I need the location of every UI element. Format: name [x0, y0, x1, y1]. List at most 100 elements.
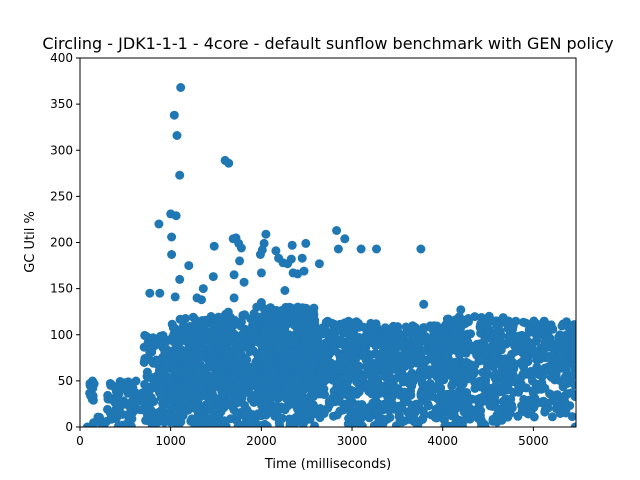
data-point [360, 352, 370, 362]
data-point [256, 298, 266, 307]
data-point [509, 377, 519, 387]
data-point [263, 313, 273, 323]
data-point [169, 329, 179, 339]
data-point [247, 327, 257, 337]
data-point [300, 309, 310, 319]
data-point [558, 382, 568, 392]
data-point [492, 320, 502, 330]
data-point [103, 404, 112, 414]
data-point [508, 324, 518, 334]
data-point [569, 320, 576, 330]
data-point [256, 268, 266, 278]
data-point [129, 395, 139, 405]
data-point [455, 379, 465, 388]
data-point [283, 259, 293, 269]
data-point [530, 350, 540, 359]
data-point [383, 332, 392, 342]
y-axis-label: GC Util % [23, 211, 38, 273]
data-point [569, 369, 576, 379]
data-point [350, 355, 360, 365]
data-point [106, 380, 116, 390]
data-point [544, 366, 554, 376]
data-point [201, 413, 211, 423]
data-point [208, 272, 218, 282]
data-point [160, 400, 170, 410]
data-point [429, 385, 439, 395]
data-point [452, 362, 462, 372]
data-point [292, 375, 302, 385]
data-point [209, 241, 219, 251]
data-point [308, 331, 318, 341]
data-point [261, 323, 270, 333]
data-point [426, 345, 436, 355]
data-point [324, 397, 334, 406]
data-point [267, 368, 277, 378]
data-point [166, 414, 176, 424]
data-point [224, 158, 234, 168]
data-point [484, 324, 494, 334]
data-point [289, 397, 299, 407]
data-point [427, 410, 436, 420]
data-point [315, 349, 325, 359]
data-point [545, 389, 555, 399]
data-point [476, 342, 486, 352]
x-tick-label: 1000 [155, 434, 186, 448]
data-point [295, 316, 305, 326]
data-point [570, 348, 576, 358]
y-axis: 0 50 100 150 200 250 300 350 400 [50, 51, 80, 434]
data-point [291, 353, 300, 363]
y-tick-label: 400 [50, 51, 73, 65]
data-point [504, 316, 514, 326]
data-point [308, 377, 318, 387]
data-point [525, 344, 535, 354]
data-point [291, 338, 301, 348]
data-point [167, 232, 177, 242]
data-point [159, 340, 169, 350]
data-point [139, 342, 149, 352]
data-point [176, 83, 186, 92]
data-point [308, 400, 318, 410]
data-point [529, 412, 539, 422]
data-point [182, 358, 192, 368]
data-point [169, 323, 179, 333]
data-point [303, 414, 313, 424]
data-point [174, 403, 184, 413]
data-point [321, 326, 331, 336]
data-point [459, 366, 469, 376]
data-point [467, 369, 477, 379]
data-point [372, 244, 381, 254]
data-point [257, 339, 267, 349]
data-point [398, 377, 408, 387]
data-point [411, 332, 421, 342]
data-point [228, 315, 238, 325]
data-point [148, 333, 158, 343]
data-point [233, 364, 242, 374]
data-point [209, 361, 219, 371]
data-point [217, 388, 227, 398]
x-tick-label: 4000 [427, 434, 458, 448]
data-point [524, 407, 533, 417]
data-point [186, 336, 196, 346]
data-point [443, 363, 453, 372]
data-point [420, 323, 430, 333]
data-point [193, 330, 202, 340]
data-point [229, 293, 239, 303]
data-point [342, 372, 351, 382]
data-point [463, 329, 473, 339]
data-point [343, 419, 353, 427]
data-point [489, 349, 499, 359]
data-point [234, 389, 244, 398]
data-point [154, 219, 164, 229]
data-point [570, 392, 576, 402]
data-point [455, 338, 465, 348]
data-point [147, 373, 157, 383]
data-point [408, 372, 418, 382]
data-point [335, 365, 345, 375]
y-tick-label: 0 [65, 420, 73, 434]
data-point [245, 347, 255, 357]
data-point [393, 389, 403, 399]
data-point [339, 340, 349, 350]
data-point [353, 413, 363, 423]
data-point [513, 331, 523, 341]
